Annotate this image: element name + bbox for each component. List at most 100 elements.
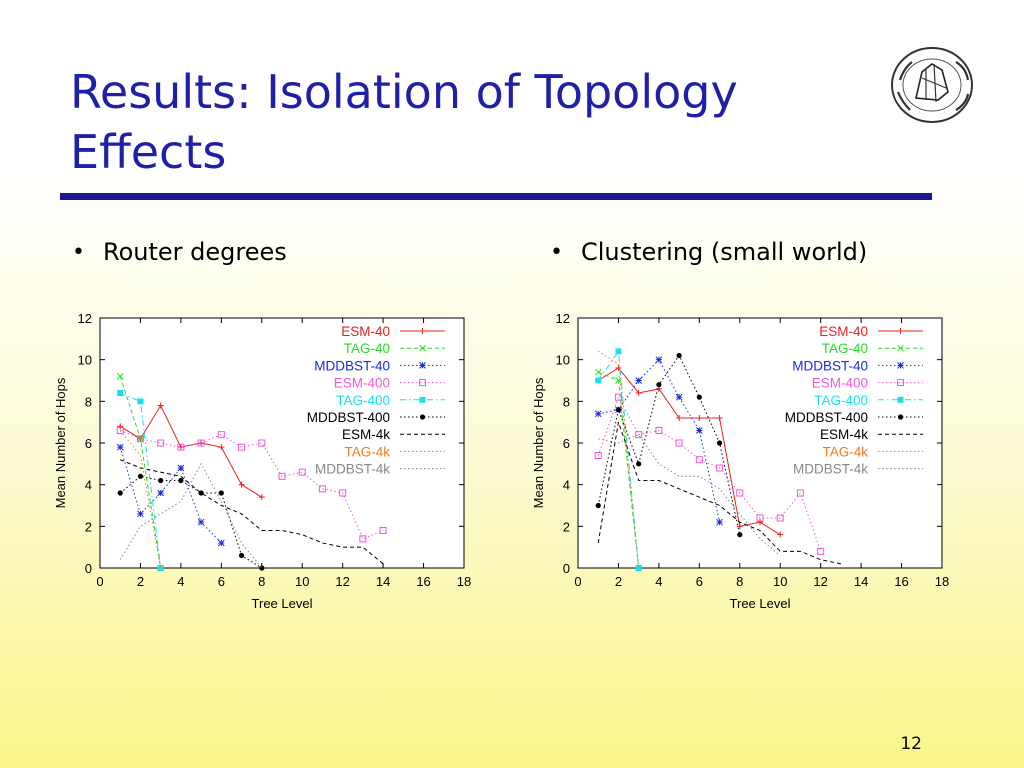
x-tick-label: 14 bbox=[376, 574, 390, 589]
legend-label: MDDBST-40 bbox=[792, 358, 868, 373]
series-line bbox=[120, 459, 384, 565]
data-point bbox=[218, 490, 224, 496]
series-esm-4k bbox=[120, 459, 384, 565]
legend-label: TAG-400 bbox=[336, 393, 390, 408]
x-tick-label: 8 bbox=[258, 574, 265, 589]
data-point bbox=[136, 435, 144, 443]
chart-svg: 0 2 4 6 8 10 12 14 16 18 0 2 4 6 8 10 12 Tree Level Mean N… bbox=[531, 311, 949, 611]
x-tick-label: 18 bbox=[935, 574, 949, 589]
x-tick-label: 18 bbox=[457, 574, 471, 589]
university-seal-logo bbox=[886, 42, 978, 128]
series-mddbst-40 bbox=[116, 443, 225, 547]
y-tick-label: 12 bbox=[556, 311, 570, 326]
data-point bbox=[635, 377, 643, 384]
legend-marker bbox=[419, 414, 426, 420]
x-tick-label: 4 bbox=[655, 574, 662, 589]
y-tick-label: 6 bbox=[85, 436, 92, 451]
x-tick-label: 6 bbox=[696, 574, 703, 589]
bullet-router-degrees: • Router degrees bbox=[72, 238, 287, 266]
y-axis-label: Mean Number of Hops bbox=[53, 377, 68, 508]
x-tick-label: 0 bbox=[574, 574, 581, 589]
legend-marker bbox=[897, 396, 904, 403]
data-point bbox=[117, 490, 123, 496]
data-point bbox=[258, 439, 266, 447]
y-tick-label: 10 bbox=[78, 353, 92, 368]
legend-marker bbox=[897, 344, 904, 352]
x-tick-label: 8 bbox=[736, 574, 743, 589]
legend-marker bbox=[897, 362, 904, 369]
data-point bbox=[737, 532, 743, 538]
slide-title: Results: Isolation of Topology Effects bbox=[70, 65, 738, 179]
legend-label: ESM-40 bbox=[341, 324, 390, 339]
data-point bbox=[656, 382, 662, 388]
data-point bbox=[615, 407, 622, 413]
bullet-dot-icon: • bbox=[72, 239, 85, 265]
legend-marker bbox=[419, 379, 426, 387]
data-point bbox=[318, 485, 326, 493]
data-point bbox=[116, 372, 124, 380]
legend-marker bbox=[419, 396, 426, 403]
data-point bbox=[695, 456, 703, 464]
legend-label: ESM-400 bbox=[334, 376, 390, 391]
data-point bbox=[157, 439, 165, 447]
legend-label: ESM-400 bbox=[812, 376, 868, 391]
data-point bbox=[776, 514, 784, 522]
series-tag-400 bbox=[117, 390, 164, 571]
data-point bbox=[615, 348, 622, 355]
chart-clustering: 0 2 4 6 8 10 12 14 16 18 0 2 4 6 8 10 12 Tree Level Mean N… bbox=[518, 300, 958, 630]
y-tick-label: 2 bbox=[85, 519, 92, 534]
legend-label: MDDBST-400 bbox=[307, 410, 390, 425]
series-line bbox=[597, 367, 781, 536]
series-tag-4k bbox=[597, 350, 640, 569]
data-point bbox=[756, 514, 764, 522]
legend-marker bbox=[897, 414, 904, 420]
data-point bbox=[796, 489, 804, 497]
y-tick-label: 2 bbox=[563, 519, 570, 534]
chart-svg: 0 2 4 6 8 10 12 14 16 18 0 2 4 6 8 10 12 Tree Level Mean N… bbox=[53, 311, 471, 611]
series-esm-400 bbox=[594, 393, 825, 555]
data-point bbox=[198, 440, 205, 446]
legend-label: MDDBST-4k bbox=[793, 462, 868, 477]
data-point bbox=[117, 390, 124, 396]
data-point bbox=[594, 452, 602, 459]
x-tick-label: 16 bbox=[416, 574, 430, 589]
data-point bbox=[298, 468, 306, 476]
legend-label: TAG-400 bbox=[814, 393, 868, 408]
data-point bbox=[238, 443, 246, 451]
chart-router-degrees: 0 2 4 6 8 10 12 14 16 18 0 2 4 6 8 10 12 Tree Level Mean N… bbox=[40, 300, 480, 630]
legend-label: TAG-4k bbox=[822, 444, 868, 459]
data-point bbox=[675, 393, 683, 401]
x-tick-label: 14 bbox=[854, 574, 868, 589]
x-tick-label: 10 bbox=[773, 574, 787, 589]
data-point bbox=[594, 368, 602, 376]
y-axis-label: Mean Number of Hops bbox=[531, 377, 546, 508]
series-esm-400 bbox=[116, 427, 387, 543]
series-mddbst-400 bbox=[595, 352, 743, 538]
legend-marker bbox=[419, 362, 426, 369]
series-line bbox=[597, 354, 741, 535]
data-point bbox=[238, 552, 245, 559]
legend-label: ESM-4k bbox=[342, 427, 390, 442]
series-line bbox=[597, 395, 822, 552]
data-point bbox=[157, 489, 165, 497]
data-point bbox=[217, 431, 225, 439]
y-tick-label: 4 bbox=[85, 478, 92, 493]
bullet-text: Clustering (small world) bbox=[580, 238, 868, 266]
data-point bbox=[177, 443, 185, 451]
data-point bbox=[716, 464, 724, 472]
data-point bbox=[635, 565, 642, 571]
data-point bbox=[137, 398, 144, 405]
x-tick-label: 10 bbox=[295, 574, 309, 589]
x-tick-label: 16 bbox=[894, 574, 908, 589]
data-point bbox=[137, 435, 144, 443]
legend-marker bbox=[419, 328, 426, 334]
data-point bbox=[137, 510, 144, 518]
series-tag-4k bbox=[119, 430, 162, 569]
data-point bbox=[158, 477, 164, 484]
bullet-clustering: • Clustering (small world) bbox=[550, 238, 867, 266]
legend-label: MDDBST-4k bbox=[315, 462, 390, 477]
data-point bbox=[736, 489, 744, 497]
data-point bbox=[595, 502, 601, 509]
data-point bbox=[716, 518, 723, 526]
data-point bbox=[339, 489, 347, 497]
